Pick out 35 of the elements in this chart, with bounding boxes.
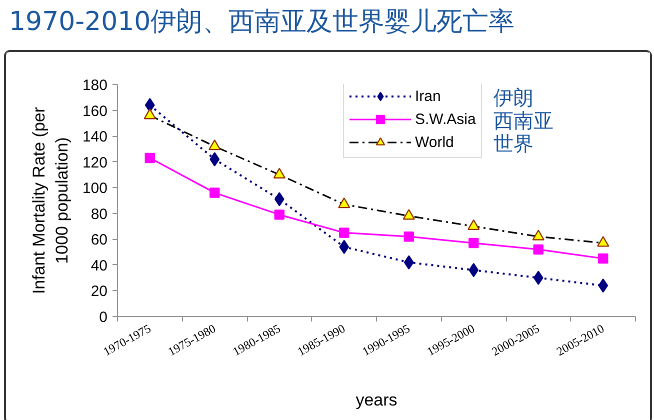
y-tick-label: 140 bbox=[82, 128, 108, 146]
y-tick-label: 80 bbox=[90, 206, 108, 223]
chart-title: 1970-2010伊朗、西南亚及世界婴儿死亡率 bbox=[9, 6, 515, 39]
y-axis-title: Infant Mortality Rate (per 1000 population) bbox=[30, 106, 72, 294]
y-tick-label: 180 bbox=[82, 77, 108, 94]
legend-label: Iran bbox=[415, 86, 441, 106]
annotation: 伊朗 bbox=[494, 86, 534, 110]
point bbox=[468, 238, 479, 248]
point bbox=[144, 152, 155, 164]
point bbox=[274, 210, 284, 220]
point bbox=[274, 192, 284, 206]
point bbox=[144, 98, 155, 112]
annotation: 世界 bbox=[494, 132, 534, 156]
legend-label: World bbox=[415, 132, 454, 152]
y-tick-label: 60 bbox=[90, 232, 108, 249]
y-tick-label: 160 bbox=[82, 102, 108, 120]
point bbox=[339, 240, 350, 254]
y-tick-label: 20 bbox=[90, 283, 108, 300]
point bbox=[210, 152, 220, 166]
point bbox=[404, 231, 414, 242]
legend-label: S.W.Asia bbox=[415, 110, 476, 129]
point bbox=[598, 278, 608, 293]
point bbox=[339, 228, 350, 238]
point bbox=[210, 188, 220, 198]
y-tick-label: 40 bbox=[90, 257, 108, 274]
point bbox=[468, 263, 479, 278]
x-axis-title: years bbox=[356, 390, 398, 410]
y-tick-label: 0 bbox=[99, 309, 108, 326]
point bbox=[533, 270, 544, 285]
point bbox=[598, 253, 608, 264]
point bbox=[404, 255, 414, 270]
y-tick-label: 120 bbox=[82, 154, 108, 172]
annotation: 西南亚 bbox=[494, 108, 554, 132]
point bbox=[533, 244, 544, 255]
y-tick-label: 100 bbox=[82, 180, 108, 198]
